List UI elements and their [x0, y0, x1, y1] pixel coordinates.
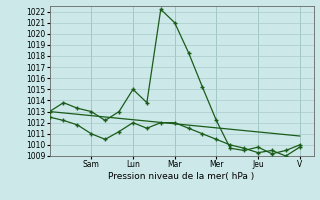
X-axis label: Pression niveau de la mer( hPa ): Pression niveau de la mer( hPa ) [108, 172, 255, 181]
